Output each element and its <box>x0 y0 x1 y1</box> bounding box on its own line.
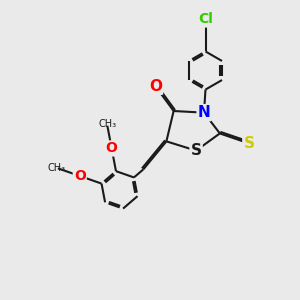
Text: CH₃: CH₃ <box>47 163 66 173</box>
Text: CH₃: CH₃ <box>98 119 116 129</box>
Text: O: O <box>106 142 118 155</box>
Text: Cl: Cl <box>198 13 213 26</box>
Text: N: N <box>198 105 210 120</box>
Text: O: O <box>149 79 162 94</box>
Text: O: O <box>74 169 86 183</box>
Text: S: S <box>243 136 254 151</box>
Text: S: S <box>190 143 202 158</box>
